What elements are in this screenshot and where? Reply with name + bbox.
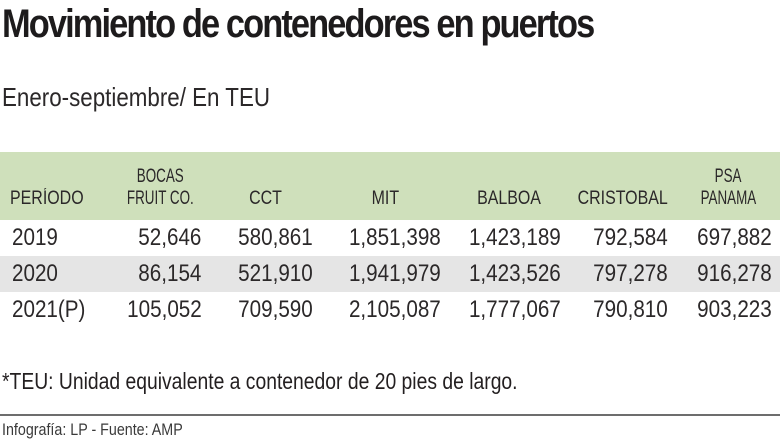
table-cell: 697,882 <box>697 224 772 251</box>
table-row: 2020 86,154 521,910 1,941,979 1,423,526 … <box>0 256 780 292</box>
table-cell: 52,646 <box>138 224 202 251</box>
table-header-row: PERÍODO BOCAS FRUIT CO. CCT MIT BALBOA CR… <box>0 152 780 220</box>
page-subtitle: Enero-septiembre/ En TEU <box>2 82 271 112</box>
column-header-psa-panama: PSA PANAMA <box>700 166 756 209</box>
table-cell: 797,278 <box>593 260 669 287</box>
column-header-balboa: BALBOA <box>476 188 541 209</box>
table-cell: 580,861 <box>238 224 314 251</box>
data-table: PERÍODO BOCAS FRUIT CO. CCT MIT BALBOA CR… <box>0 152 780 328</box>
table-cell: 1,941,979 <box>349 260 441 287</box>
table-cell-period: 2020 <box>12 260 58 287</box>
column-header-periodo: PERÍODO <box>10 188 84 209</box>
table-cell: 709,590 <box>238 296 314 323</box>
table-cell: 1,423,526 <box>468 260 561 287</box>
table-row: 2019 52,646 580,861 1,851,398 1,423,189 … <box>0 220 780 256</box>
page-title: Movimiento de contenedores en puertos <box>2 2 595 46</box>
column-header-cristobal: CRISTOBAL <box>577 188 668 209</box>
table-cell-period: 2019 <box>12 224 58 251</box>
table-cell: 105,052 <box>126 296 202 323</box>
table-cell: 521,910 <box>238 260 314 287</box>
table-cell: 790,810 <box>593 296 669 323</box>
table-cell: 903,223 <box>697 296 772 323</box>
table-cell: 1,777,067 <box>468 296 561 323</box>
table-cell-period: 2021(P) <box>12 296 86 323</box>
column-header-cct: CCT <box>249 188 282 209</box>
table-cell: 2,105,087 <box>349 296 441 323</box>
column-header-mit: MIT <box>371 188 399 209</box>
table-row: 2021(P) 105,052 709,590 2,105,087 1,777,… <box>0 292 780 328</box>
table-cell: 916,278 <box>697 260 772 287</box>
table-cell: 1,423,189 <box>468 224 561 251</box>
table-cell: 1,851,398 <box>349 224 441 251</box>
column-header-bocas-fruit-co: BOCAS FRUIT CO. <box>127 166 195 209</box>
table-cell: 792,584 <box>593 224 669 251</box>
footnote: *TEU: Unidad equivalente a contenedor de… <box>2 368 518 394</box>
divider <box>0 414 780 416</box>
source-credit: Infografía: LP - Fuente: AMP <box>2 420 183 439</box>
table-cell: 86,154 <box>138 260 202 287</box>
